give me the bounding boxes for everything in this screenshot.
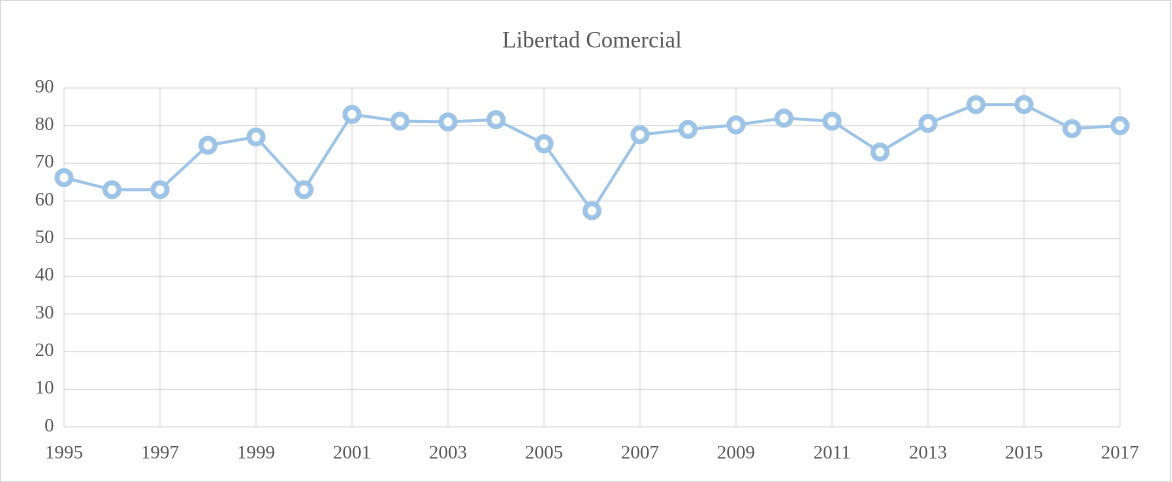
- x-tick-label: 2015: [1005, 442, 1043, 463]
- data-point: [918, 113, 938, 133]
- data-point: [726, 115, 746, 135]
- chart-title: Libertad Comercial: [502, 27, 681, 52]
- x-tick-label: 2017: [1101, 442, 1139, 463]
- x-tick-label: 2009: [717, 442, 755, 463]
- data-point: [486, 110, 506, 130]
- data-point: [438, 112, 458, 132]
- x-tick-label: 2001: [333, 442, 371, 463]
- data-point: [582, 201, 602, 221]
- data-point: [678, 119, 698, 139]
- x-tick-label: 1995: [45, 442, 83, 463]
- data-point: [774, 108, 794, 128]
- x-tick-label: 1999: [237, 442, 275, 463]
- x-tick-label: 2007: [621, 442, 659, 463]
- data-point: [150, 180, 170, 200]
- y-tick-label: 40: [35, 265, 54, 286]
- data-point: [1014, 95, 1034, 115]
- data-point: [1110, 116, 1130, 136]
- y-tick-label: 60: [35, 189, 54, 210]
- data-point: [630, 125, 650, 145]
- x-tick-label: 2011: [813, 442, 850, 463]
- data-point: [342, 104, 362, 124]
- y-tick-label: 20: [35, 340, 54, 361]
- x-tick-label: 2005: [525, 442, 563, 463]
- y-tick-label: 90: [35, 76, 54, 97]
- data-point: [1062, 119, 1082, 139]
- y-tick-label: 0: [45, 415, 55, 436]
- data-point: [198, 135, 218, 155]
- x-tick-label: 2013: [909, 442, 947, 463]
- data-point: [870, 142, 890, 162]
- data-point: [390, 111, 410, 131]
- data-point: [966, 95, 986, 115]
- y-tick-label: 80: [35, 114, 54, 135]
- y-tick-label: 70: [35, 152, 54, 173]
- data-point: [534, 134, 554, 154]
- y-tick-label: 50: [35, 227, 54, 248]
- x-tick-label: 1997: [141, 442, 179, 463]
- data-point: [246, 127, 266, 147]
- data-point: [294, 180, 314, 200]
- x-tick-label: 2003: [429, 442, 467, 463]
- y-tick-label: 10: [35, 378, 54, 399]
- data-point: [54, 168, 74, 188]
- data-point: [822, 111, 842, 131]
- y-tick-label: 30: [35, 302, 54, 323]
- data-point: [102, 180, 122, 200]
